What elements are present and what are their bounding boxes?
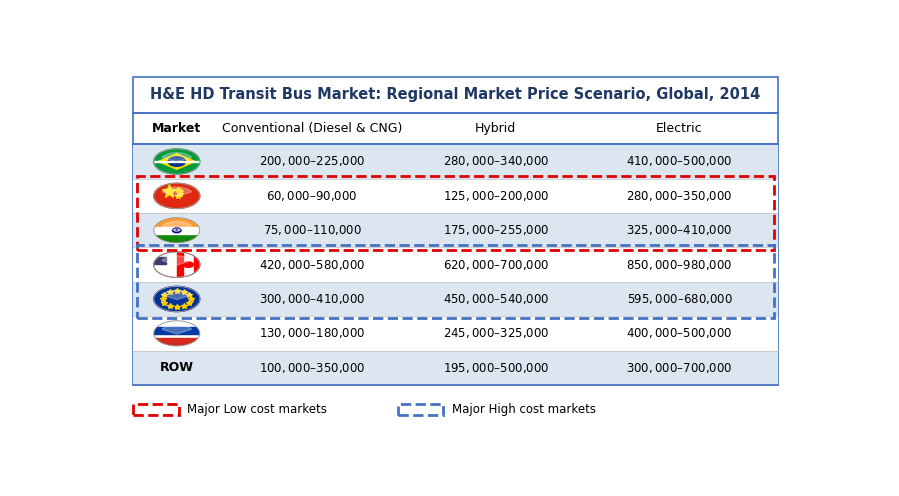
Wedge shape <box>162 256 191 265</box>
Circle shape <box>168 157 185 166</box>
Wedge shape <box>162 153 191 162</box>
Bar <box>398 404 443 416</box>
Bar <box>154 227 200 234</box>
Bar <box>154 161 200 162</box>
Bar <box>133 404 179 416</box>
Text: $400,000–$500,000: $400,000–$500,000 <box>627 326 733 340</box>
Text: $175,000–$255,000: $175,000–$255,000 <box>442 223 549 237</box>
Text: $410,000–$500,000: $410,000–$500,000 <box>627 154 733 169</box>
Text: $100,000–$350,000: $100,000–$350,000 <box>259 361 365 375</box>
Bar <box>138 177 773 249</box>
Wedge shape <box>162 324 191 334</box>
Text: $75,000–$110,000: $75,000–$110,000 <box>263 223 361 237</box>
Wedge shape <box>154 230 200 243</box>
Bar <box>138 245 773 318</box>
Bar <box>133 179 778 213</box>
Text: $595,000–$680,000: $595,000–$680,000 <box>627 292 733 306</box>
Bar <box>133 77 778 385</box>
Circle shape <box>154 218 200 243</box>
Text: $300,000–$410,000: $300,000–$410,000 <box>259 292 365 306</box>
Text: $420,000–$580,000: $420,000–$580,000 <box>259 257 365 272</box>
Text: Electric: Electric <box>656 122 703 135</box>
Wedge shape <box>162 221 191 231</box>
Circle shape <box>154 286 200 311</box>
Text: $450,000–$540,000: $450,000–$540,000 <box>442 292 549 306</box>
Text: Hybrid: Hybrid <box>476 122 516 135</box>
Wedge shape <box>162 290 191 300</box>
Bar <box>154 255 177 259</box>
Text: ROW: ROW <box>160 361 194 374</box>
Text: Market: Market <box>152 122 201 135</box>
Polygon shape <box>177 252 200 277</box>
Text: $620,000–$700,000: $620,000–$700,000 <box>442 257 549 272</box>
Bar <box>154 270 177 274</box>
Circle shape <box>176 230 178 231</box>
Bar <box>154 266 177 270</box>
Bar <box>194 252 200 277</box>
Bar <box>133 351 778 385</box>
Bar <box>177 252 182 277</box>
Text: $125,000–$200,000: $125,000–$200,000 <box>442 189 549 203</box>
Circle shape <box>154 321 200 346</box>
Text: $280,000–$350,000: $280,000–$350,000 <box>627 189 733 203</box>
Circle shape <box>154 183 200 208</box>
Circle shape <box>183 262 193 267</box>
Bar <box>154 257 165 264</box>
Bar <box>154 327 200 334</box>
Text: $200,000–$225,000: $200,000–$225,000 <box>259 154 365 169</box>
Circle shape <box>154 149 200 174</box>
Text: $850,000–$980,000: $850,000–$980,000 <box>627 257 733 272</box>
Text: $130,000–$180,000: $130,000–$180,000 <box>259 326 365 340</box>
Circle shape <box>154 252 200 277</box>
Bar <box>133 248 778 282</box>
Text: $195,000–$500,000: $195,000–$500,000 <box>442 361 549 375</box>
Bar <box>154 259 177 263</box>
Bar <box>154 338 200 346</box>
Text: $245,000–$325,000: $245,000–$325,000 <box>442 326 549 340</box>
Wedge shape <box>162 187 191 196</box>
Bar <box>154 252 177 255</box>
Polygon shape <box>158 154 195 169</box>
Text: H&E HD Transit Bus Market: Regional Market Price Scenario, Global, 2014: H&E HD Transit Bus Market: Regional Mark… <box>150 87 761 102</box>
Text: $325,000–$410,000: $325,000–$410,000 <box>627 223 733 237</box>
Text: $280,000–$340,000: $280,000–$340,000 <box>442 154 549 169</box>
Wedge shape <box>154 218 200 230</box>
Bar <box>133 144 778 179</box>
Bar <box>154 274 177 277</box>
Text: Major High cost markets: Major High cost markets <box>451 403 596 416</box>
Bar <box>133 213 778 248</box>
Text: $300,000–$700,000: $300,000–$700,000 <box>627 361 733 375</box>
Bar <box>154 263 177 266</box>
Bar <box>133 316 778 351</box>
Text: Conventional (Diesel & CNG): Conventional (Diesel & CNG) <box>222 122 403 135</box>
Bar <box>133 282 778 316</box>
Text: Major Low cost markets: Major Low cost markets <box>187 403 327 416</box>
Text: $60,000–$90,000: $60,000–$90,000 <box>266 189 358 203</box>
